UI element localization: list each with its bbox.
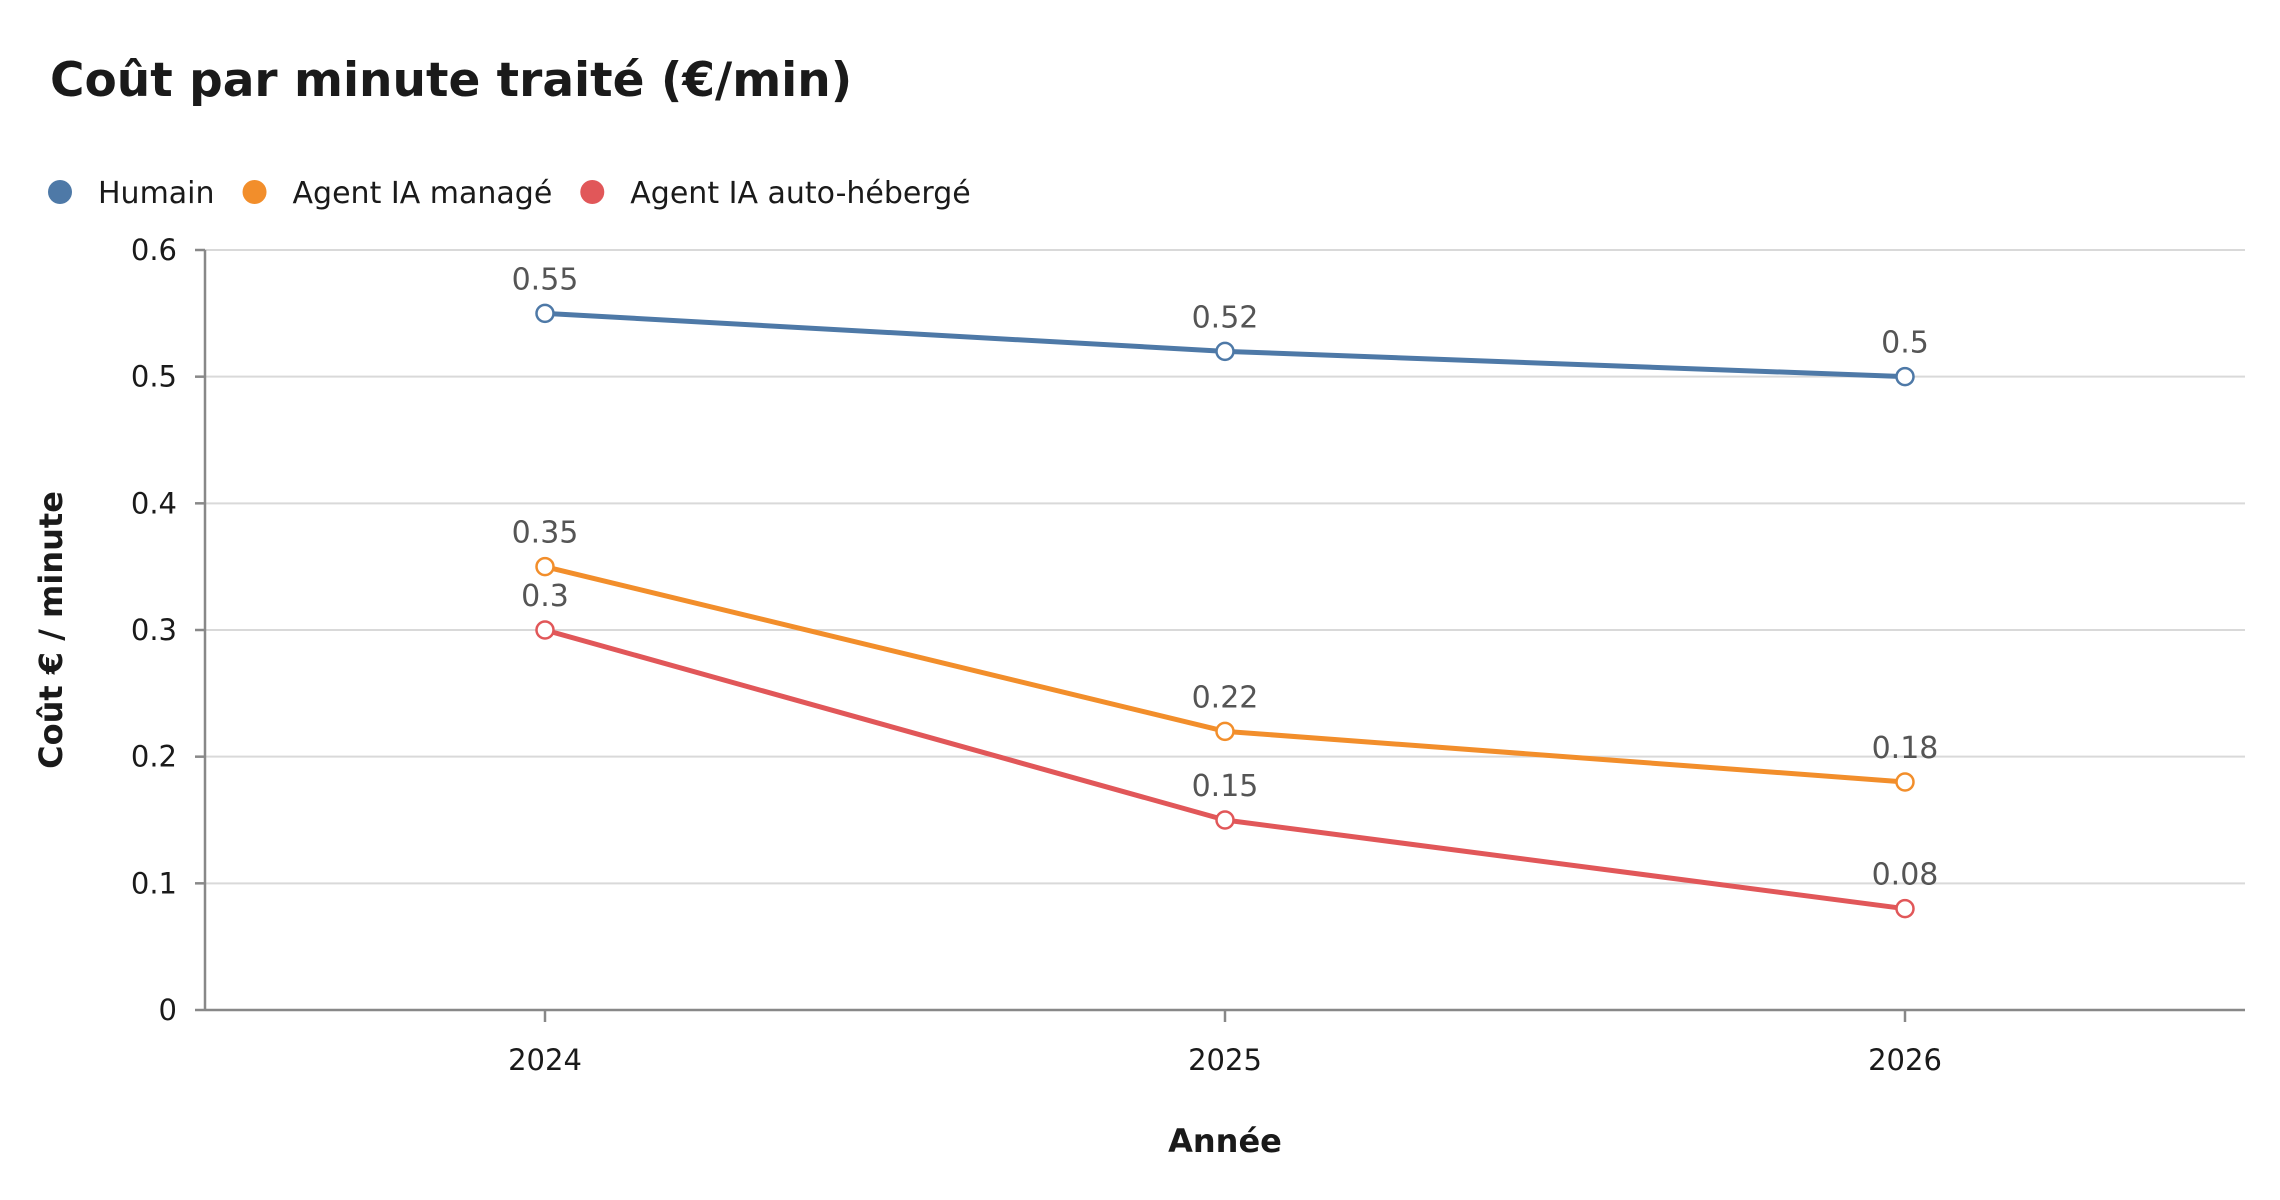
data-label-2-2: 0.08 — [1872, 858, 1939, 893]
y-axis-title: Coût € / minute — [32, 491, 70, 769]
legend-label-2: Agent IA auto-hébergé — [630, 176, 970, 211]
x-ticks: 2024 2025 2026 — [508, 1010, 1942, 1077]
legend-marker-2 — [580, 180, 605, 204]
x-axis-title: Année — [1168, 1122, 1282, 1160]
series-2: 0.3 0.15 0.08 — [521, 579, 1939, 919]
data-label-0-0: 0.55 — [512, 262, 579, 297]
series-0: 0.55 0.52 0.5 — [512, 262, 1929, 387]
y-tick-label-2: 0.2 — [131, 740, 177, 774]
y-tick-label-3: 0.3 — [131, 613, 177, 647]
series-group: 0.55 0.52 0.5 0.35 0.22 0.18 0.3 0.15 0.08 — [512, 262, 1939, 919]
chart-title: Coût par minute traité (€/min) — [50, 53, 852, 108]
data-point-0-1 — [1215, 341, 1235, 362]
data-point-2-1 — [1215, 810, 1235, 830]
data-point-1-0 — [535, 556, 555, 577]
data-label-0-2: 0.5 — [1881, 326, 1929, 361]
y-tick-label-4: 0.4 — [131, 486, 177, 520]
legend-marker-0 — [48, 180, 72, 204]
data-point-0-0 — [535, 303, 555, 324]
y-tick-label-6: 0.6 — [131, 233, 177, 267]
data-label-2-1: 0.15 — [1192, 769, 1259, 804]
data-label-2-0: 0.3 — [521, 579, 569, 614]
y-ticks: 0 0.1 0.2 0.3 0.4 0.5 0.6 — [131, 233, 205, 1027]
series-1: 0.35 0.22 0.18 — [512, 516, 1939, 792]
legend-label-1: Agent IA managé — [293, 176, 553, 211]
y-tick-label-0: 0 — [159, 993, 177, 1027]
data-label-1-2: 0.18 — [1872, 731, 1939, 766]
legend: Humain Agent IA managé Agent IA auto-héber… — [48, 176, 971, 211]
data-label-1-1: 0.22 — [1192, 680, 1259, 715]
legend-label-0: Humain — [98, 176, 215, 211]
y-tick-label-1: 0.1 — [131, 866, 177, 900]
data-label-1-0: 0.35 — [512, 516, 579, 551]
series-line-1 — [542, 564, 1908, 785]
x-tick-label-2025: 2025 — [1188, 1043, 1262, 1077]
data-point-1-1 — [1215, 721, 1235, 742]
data-point-2-2 — [1895, 898, 1915, 919]
data-point-0-2 — [1895, 366, 1915, 387]
x-tick-label-2024: 2024 — [508, 1043, 582, 1077]
data-point-1-2 — [1895, 772, 1915, 792]
x-tick-label-2026: 2026 — [1868, 1043, 1942, 1077]
data-label-0-1: 0.52 — [1192, 300, 1259, 335]
data-point-2-0 — [535, 620, 555, 640]
y-tick-label-5: 0.5 — [131, 360, 177, 394]
legend-marker-1 — [242, 180, 267, 204]
